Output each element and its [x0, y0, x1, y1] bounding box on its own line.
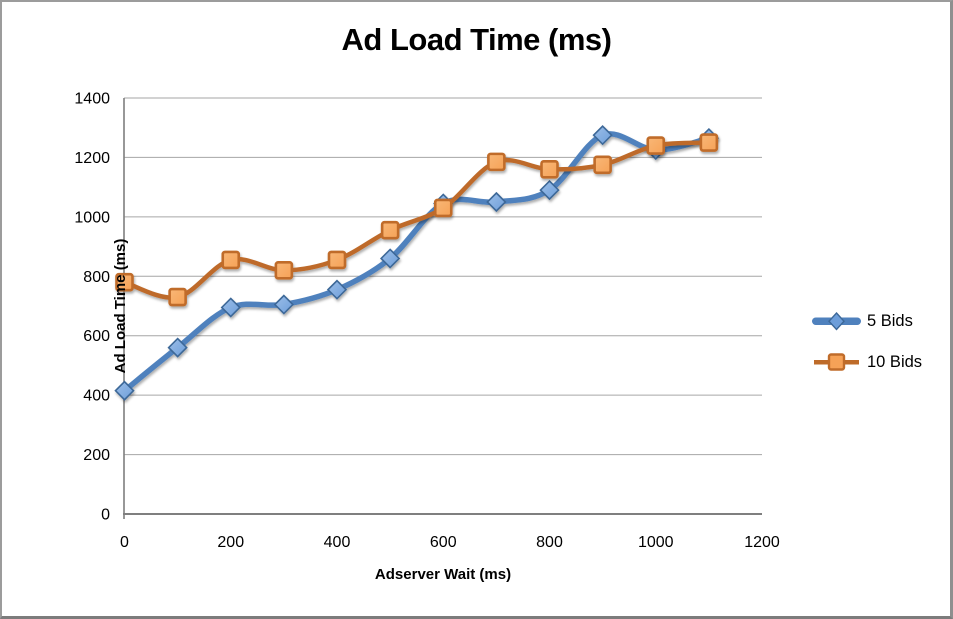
y-tick-label-400: 400	[83, 388, 110, 405]
chart-title: Ad Load Time (ms)	[341, 22, 612, 57]
marker-10-bids-400	[327, 250, 347, 270]
legend-item-10-bids: 10 Bids	[810, 352, 922, 372]
y-tick-label-0: 0	[101, 507, 110, 524]
marker-10-bids-1000	[646, 136, 666, 155]
marker-10-bids-500	[380, 220, 400, 240]
legend-item-label: 5 Bids	[867, 311, 913, 330]
x-tick-label-0: 0	[120, 534, 129, 551]
y-tick-label-800: 800	[83, 269, 110, 286]
marker-5-bids-0	[114, 380, 135, 401]
marker-5-bids-100	[167, 337, 188, 358]
x-tick-label-800: 800	[536, 534, 563, 551]
marker-10-bids-300	[274, 261, 294, 280]
legend-marker-10-bids-icon	[814, 353, 859, 371]
x-tick-label-400: 400	[324, 534, 351, 551]
series-line-10-bids	[122, 140, 712, 300]
x-tick-label-600: 600	[430, 534, 457, 551]
marker-5-bids-800	[539, 179, 560, 201]
marker-10-bids-900	[593, 155, 612, 175]
marker-10-bids-1100	[699, 133, 719, 152]
marker-5-bids-500	[379, 248, 401, 269]
marker-5-bids-400	[326, 279, 348, 300]
series-5-bids	[114, 125, 720, 401]
y-tick-label-1000: 1000	[74, 209, 110, 226]
marker-5-bids-300	[273, 294, 295, 315]
x-tick-label-1200: 1200	[744, 534, 780, 551]
marker-10-bids-700	[487, 152, 506, 172]
y-axis-title: Ad Load Time (ms)	[112, 238, 129, 374]
marker-5-bids-900	[592, 125, 613, 146]
legend-item-label: 10 Bids	[867, 352, 923, 371]
series-line-5-bids	[121, 131, 712, 394]
series-10-bids	[115, 133, 719, 307]
y-tick-label-200: 200	[83, 447, 110, 464]
marker-10-bids-0	[115, 272, 134, 292]
marker-10-bids-800	[540, 160, 559, 179]
x-tick-label-1000: 1000	[638, 534, 674, 551]
x-axis-title: Adserver Wait (ms)	[374, 566, 512, 583]
marker-10-bids-600	[433, 198, 453, 218]
marker-5-bids-700	[486, 191, 507, 213]
y-tick-label-1400: 1400	[74, 91, 110, 108]
x-tick-label-200: 200	[217, 534, 244, 551]
legend-item-5-bids: 5 Bids	[810, 311, 922, 331]
legend: 5 Bids 10 Bids	[810, 311, 922, 372]
y-tick-label-1200: 1200	[74, 150, 110, 167]
legend-marker-5-bids-icon	[812, 311, 861, 331]
y-tick-label-600: 600	[83, 328, 110, 345]
marker-10-bids-200	[221, 250, 241, 270]
marker-5-bids-200	[220, 297, 241, 318]
marker-10-bids-100	[168, 287, 187, 307]
